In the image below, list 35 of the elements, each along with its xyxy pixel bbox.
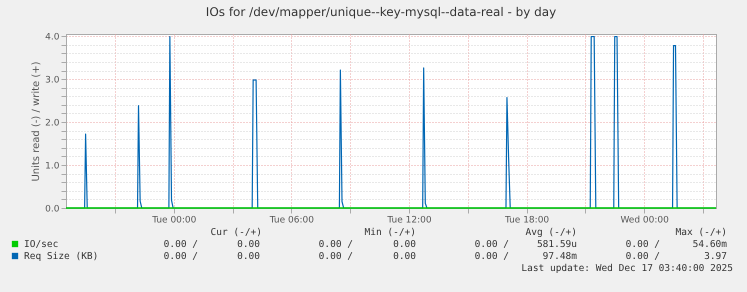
text: 54.60m (692, 239, 728, 250)
text: Max (-/+) (676, 227, 727, 238)
x-tick-label: Tue 18:00 (504, 216, 550, 226)
text: 0.00 (393, 251, 416, 262)
text: 0.00 (393, 239, 416, 250)
y-axis-title: Units read (-) / write (+) (31, 61, 42, 182)
text: 0.00 / (318, 251, 353, 262)
text: Avg (-/+) (526, 227, 577, 238)
chart-title: IOs for /dev/mapper/unique--key-mysql--data-real - by day (206, 5, 556, 19)
text: 3.97 (704, 251, 727, 262)
legend-label: IO/sec (24, 239, 58, 250)
text: 0.00 / (164, 251, 198, 262)
x-tick-label: Wed 00:00 (620, 216, 670, 226)
text: 0.00 / (626, 239, 660, 250)
text: Cur (-/+) (210, 227, 262, 238)
text: 0.00 / (626, 251, 660, 262)
y-tick-label: 4.0 (45, 32, 60, 43)
text: Last update: Wed Dec 17 03:40:00 2025 (521, 263, 733, 274)
text: 581.59u (536, 239, 577, 250)
text: Min (-/+) (364, 227, 416, 238)
y-tick-label: 3.0 (45, 76, 60, 86)
x-tick-label: Tue 06:00 (268, 216, 314, 226)
y-tick-label: 0.0 (45, 204, 60, 214)
text: 0.00 (237, 239, 260, 250)
y-tick-label: 1.0 (45, 162, 60, 172)
text: 0.00 / (474, 251, 509, 262)
text: 0.00 / (474, 239, 509, 250)
text: 0.00 (237, 251, 260, 262)
x-tick-label: Tue 00:00 (151, 216, 197, 226)
text: 0.00 / (164, 239, 198, 250)
text: 0.00 / (318, 239, 353, 250)
x-tick-label: Tue 12:00 (386, 216, 432, 226)
text: 97.48m (542, 251, 578, 262)
legend-label: Req Size (KB) (24, 251, 98, 262)
y-tick-label: 2.0 (45, 118, 60, 129)
